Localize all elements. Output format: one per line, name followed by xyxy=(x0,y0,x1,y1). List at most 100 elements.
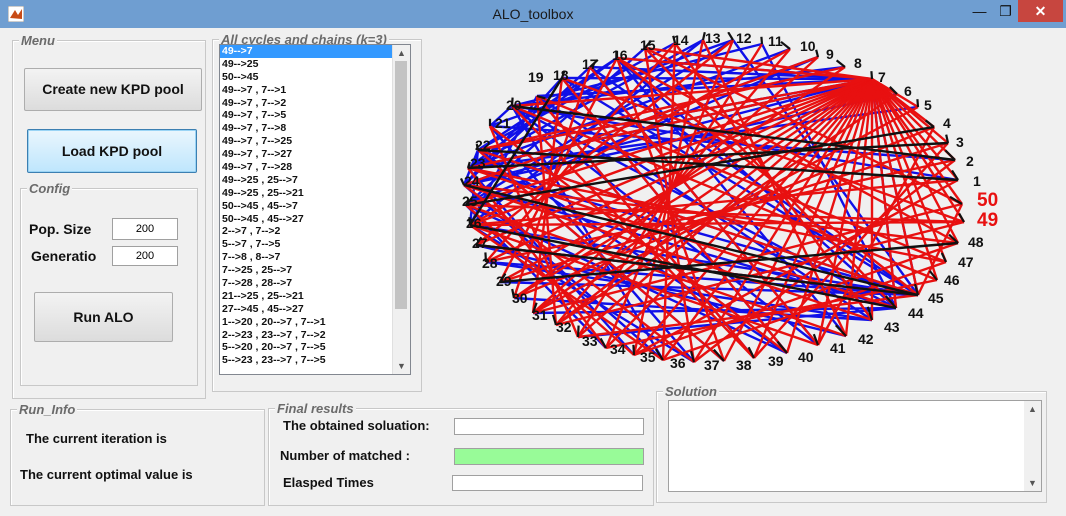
graph-node-stub xyxy=(944,149,956,161)
graph-node-stub xyxy=(945,134,950,144)
graph-node-label: 33 xyxy=(582,333,598,349)
cycle-list-item[interactable]: 5-->7 , 7-->5 xyxy=(222,238,281,251)
create-kpd-pool-button[interactable]: Create new KPD pool xyxy=(24,68,202,111)
close-button[interactable]: ✕ xyxy=(1018,0,1063,22)
cycle-list-item[interactable]: 5-->20 , 20-->7 , 7-->5 xyxy=(222,341,326,354)
pop-size-field[interactable]: 200 xyxy=(112,218,178,240)
current-iteration-label: The current iteration is xyxy=(26,431,167,446)
graph-edge xyxy=(555,220,965,327)
solution-panel-label: Solution xyxy=(663,384,719,399)
graph-node-stub xyxy=(940,252,947,263)
graph-node-stub xyxy=(466,161,471,169)
graph-node-stub xyxy=(551,314,558,326)
solution-scrollbar[interactable]: ▲ ▼ xyxy=(1024,401,1041,491)
pop-size-label: Pop. Size xyxy=(29,221,92,237)
graph-node-stub xyxy=(712,348,725,362)
minimize-button[interactable]: — xyxy=(972,3,987,19)
cycle-list-item[interactable]: 7-->8 , 8-->7 xyxy=(222,251,281,264)
graph-edge xyxy=(489,105,513,127)
graph-edge xyxy=(465,77,873,207)
graph-edge xyxy=(469,178,959,227)
graph-node-stub xyxy=(459,177,466,186)
cycle-list-item[interactable]: 49-->25 xyxy=(222,57,259,70)
cycle-list-item[interactable]: 27-->45 , 45-->27 xyxy=(222,302,304,315)
graph-node-label: 43 xyxy=(884,319,900,335)
graph-node-stub xyxy=(835,59,846,68)
cycle-list-item[interactable]: 50-->45 , 45-->27 xyxy=(222,212,304,225)
cycle-list-item[interactable]: 49-->7 xyxy=(220,45,410,58)
cycle-list-item[interactable]: 49-->25 , 25-->21 xyxy=(222,186,304,199)
graph-node-stub xyxy=(632,344,636,356)
cycles-scrollbar[interactable]: ▲ ▼ xyxy=(392,45,410,374)
scroll-up-arrow-icon[interactable]: ▲ xyxy=(397,48,406,58)
cycle-list-item[interactable]: 49-->7 , 7-->28 xyxy=(222,161,293,174)
graph-node-label: 40 xyxy=(798,349,814,365)
obtained-solution-field[interactable] xyxy=(454,418,644,435)
graph-node-stub xyxy=(924,119,935,128)
load-kpd-pool-button[interactable]: Load KPD pool xyxy=(27,129,197,173)
cycle-list-item[interactable]: 7-->25 , 25-->7 xyxy=(222,264,293,277)
graph-node-label: 7 xyxy=(878,69,886,85)
graph-edge xyxy=(469,39,704,226)
graph-edge xyxy=(485,158,956,264)
graph-edge xyxy=(693,159,956,363)
number-matched-field[interactable] xyxy=(454,448,644,465)
run-alo-button[interactable]: Run ALO xyxy=(34,292,173,342)
run-info-panel-label: Run_Info xyxy=(17,402,78,417)
graph-node-label: 22 xyxy=(475,137,491,153)
graph-edge xyxy=(477,148,959,182)
solution-textbox[interactable]: ▲ ▼ xyxy=(668,400,1042,492)
generation-field[interactable]: 200 xyxy=(112,246,178,266)
maximize-button[interactable]: ❐ xyxy=(999,3,1012,19)
cycle-list-item[interactable]: 1-->20 , 20-->7 , 7-->1 xyxy=(222,315,326,328)
cycle-list-item[interactable]: 49-->7 , 7-->25 xyxy=(222,135,293,148)
graph-edge xyxy=(633,178,959,357)
graph-node-label: 41 xyxy=(830,340,846,356)
graph-node-label: 8 xyxy=(854,55,862,71)
title-bar: ALO_toolbox — ❐ ✕ xyxy=(0,0,1066,28)
cycles-listbox[interactable]: 49-->7 49-->25 50-->45 49-->7 , 7-->1 49-->7… xyxy=(219,44,411,375)
graph-node-stub xyxy=(951,169,959,181)
graph-node-label: 18 xyxy=(553,67,569,83)
cycle-list-item[interactable]: 49-->25 , 25-->7 xyxy=(222,173,298,186)
graph-node-label: 13 xyxy=(705,32,721,46)
graph-edge xyxy=(511,104,956,162)
graph-node-label: 26 xyxy=(466,215,482,231)
graph-node-stub xyxy=(835,324,847,337)
graph-node-stub xyxy=(776,340,788,354)
graph-node-stub xyxy=(475,143,480,151)
graph-node-label: 10 xyxy=(800,38,816,54)
scroll-thumb[interactable] xyxy=(395,61,407,309)
cycle-list-item[interactable]: 21-->25 , 25-->21 xyxy=(222,289,304,302)
cycle-list-item[interactable]: 5-->23 , 23-->7 , 7-->5 xyxy=(222,354,326,367)
cycle-list-item[interactable]: 49-->7 , 7-->1 xyxy=(222,83,287,96)
graph-node-label: 38 xyxy=(736,357,752,373)
solution-scroll-down-icon[interactable]: ▼ xyxy=(1028,478,1037,488)
graph-node-label: 32 xyxy=(556,319,572,335)
graph-node-label: 44 xyxy=(908,305,924,321)
solution-scroll-up-icon[interactable]: ▲ xyxy=(1028,404,1037,414)
cycle-list-item[interactable]: 49-->7 , 7-->5 xyxy=(222,109,287,122)
graph-node-stub xyxy=(689,350,696,363)
cycle-list-item[interactable]: 49-->7 , 7-->27 xyxy=(222,148,293,161)
graph-edge xyxy=(633,78,873,356)
graph-node-stub xyxy=(701,32,706,41)
cycle-list-item[interactable]: 7-->28 , 28-->7 xyxy=(222,277,293,290)
cycle-list-item[interactable]: 50-->45 , 45-->7 xyxy=(222,199,298,212)
cycle-list-item[interactable]: 49-->7 , 7-->2 xyxy=(222,96,287,109)
graph-edge xyxy=(463,183,919,297)
graph-node-stub xyxy=(672,35,677,44)
graph-node-stub xyxy=(928,270,938,281)
cycle-list-item[interactable]: 50-->45 xyxy=(222,70,259,83)
scroll-down-arrow-icon[interactable]: ▼ xyxy=(397,361,406,371)
graph-node-stub xyxy=(599,337,607,349)
graph-node-label: 45 xyxy=(928,290,944,306)
graph-node-stub xyxy=(576,325,580,338)
elapsed-times-field[interactable] xyxy=(452,475,643,491)
cycle-list-item[interactable]: 49-->7 , 7-->8 xyxy=(222,122,287,135)
graph-edge xyxy=(465,125,935,207)
cycle-list-item[interactable]: 2-->23 , 23-->7 , 7-->2 xyxy=(222,328,326,341)
menu-panel-label: Menu xyxy=(19,33,57,48)
graph-edge xyxy=(589,66,819,346)
cycle-list-item[interactable]: 2-->7 , 7-->2 xyxy=(222,225,281,238)
